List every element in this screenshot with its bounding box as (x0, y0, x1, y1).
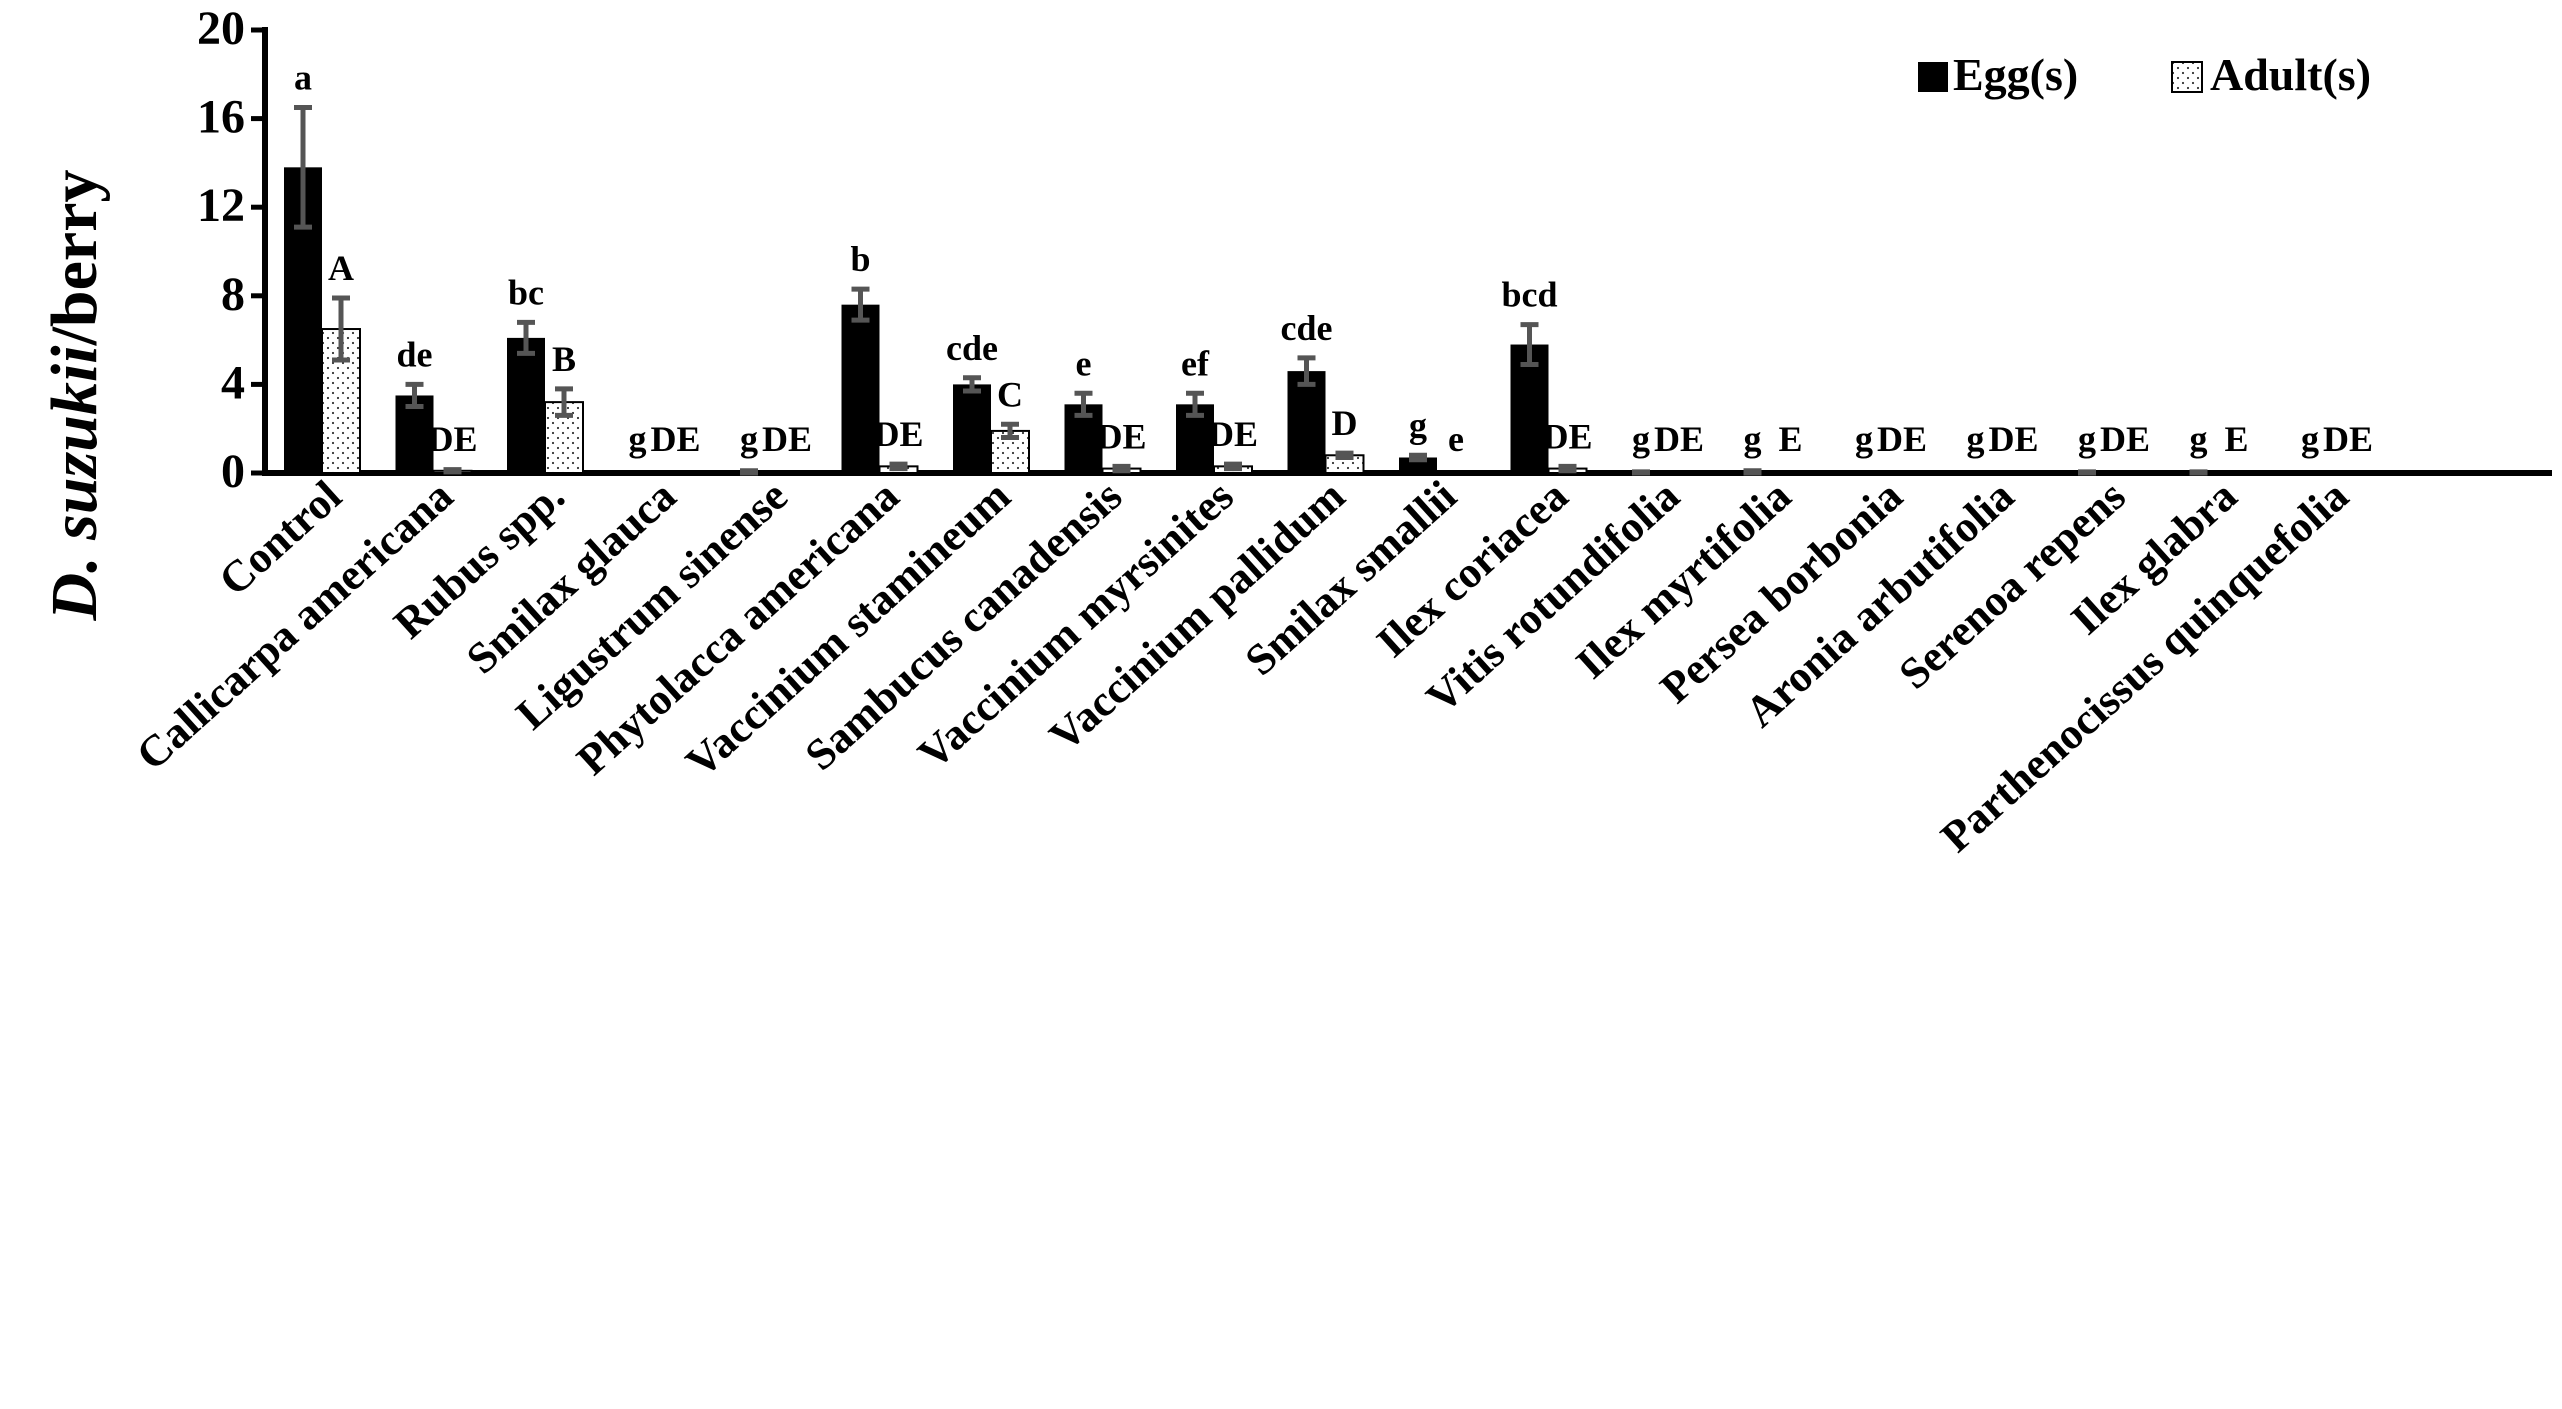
significance-letter-adult: DE (2100, 419, 2150, 459)
y-axis-label-italic: D. suzukii (38, 345, 111, 622)
y-tick-label: 12 (197, 179, 245, 232)
significance-letter-adult: DE (1542, 416, 1592, 456)
significance-letter-egg: g (1744, 419, 1762, 459)
significance-letter-adult: DE (1208, 414, 1258, 454)
significance-letter-adult: E (1778, 419, 1802, 459)
significance-letter-adult: DE (1096, 416, 1146, 456)
significance-letter-egg: g (1409, 405, 1427, 445)
bar-egg (841, 304, 880, 473)
significance-letter-egg: g (2301, 419, 2319, 459)
significance-letter-egg: g (740, 419, 758, 459)
significance-letter-egg: de (397, 334, 433, 374)
significance-letter-adult: C (997, 374, 1023, 414)
significance-letter-egg: bc (508, 272, 544, 312)
significance-letter-egg: bcd (1501, 275, 1557, 315)
significance-letter-egg: cde (946, 328, 998, 368)
significance-letter-adult: DE (427, 419, 477, 459)
significance-letter-egg: g (2190, 419, 2208, 459)
bar-egg (507, 337, 545, 473)
legend-label-egg: Egg(s) (1953, 49, 2078, 100)
bar-egg (1287, 371, 1326, 473)
significance-letter-egg: g (629, 419, 647, 459)
significance-letter-adult: DE (1654, 419, 1704, 459)
legend-label-adult: Adult(s) (2210, 49, 2371, 100)
significance-letter-adult: DE (762, 419, 812, 459)
bar-egg (953, 384, 991, 473)
bar-egg (1399, 457, 1437, 473)
y-axis-label: D. suzukii/berry (38, 169, 111, 621)
legend: Egg(s) Adult(s) (1918, 49, 2371, 100)
significance-letter-egg: cde (1281, 308, 1333, 348)
significance-letter-adult: DE (1988, 419, 2038, 459)
legend-swatch-egg (1918, 62, 1948, 92)
y-tick-label: 8 (221, 268, 245, 321)
y-tick-label: 16 (197, 91, 245, 144)
significance-letter-egg: g (1855, 419, 1873, 459)
significance-letter-egg: g (1967, 419, 1985, 459)
y-tick-label: 0 (221, 445, 245, 498)
significance-letter-egg: g (2078, 419, 2096, 459)
significance-letter-adult: B (552, 339, 576, 379)
significance-letter-egg: a (294, 58, 312, 98)
significance-letter-adult: D (1332, 403, 1358, 443)
y-tick-label: 4 (221, 356, 245, 409)
legend-swatch-adult (2171, 61, 2203, 93)
significance-letter-adult: e (1448, 419, 1464, 459)
significance-letter-adult: DE (2323, 419, 2373, 459)
y-axis-label-rest: /berry (38, 169, 111, 346)
significance-letter-egg: e (1076, 343, 1092, 383)
significance-letter-adult: E (2224, 419, 2248, 459)
significance-letter-adult: A (328, 248, 354, 288)
significance-letter-adult: DE (873, 414, 923, 454)
significance-letter-egg: b (850, 239, 870, 279)
significance-letter-adult: DE (650, 419, 700, 459)
significance-letter-adult: DE (1877, 419, 1927, 459)
significance-letter-egg: g (1632, 419, 1650, 459)
y-tick-label: 20 (197, 2, 245, 55)
significance-letter-egg: ef (1181, 343, 1210, 383)
